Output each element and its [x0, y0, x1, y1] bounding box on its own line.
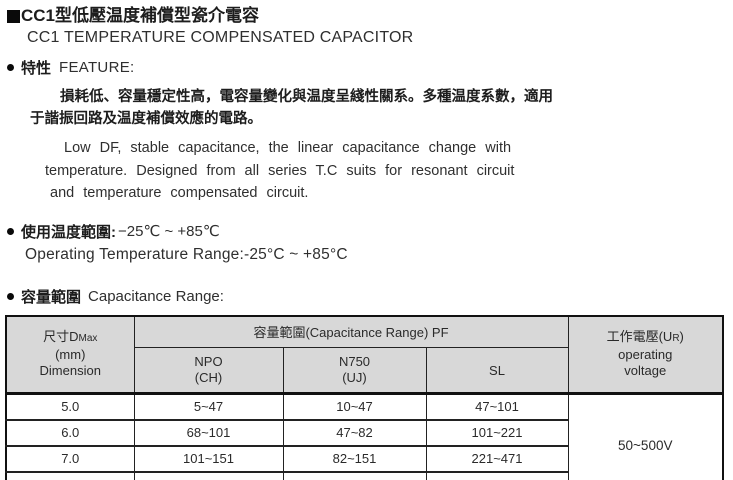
capacitance-heading-en: Capacitance Range: [88, 287, 224, 305]
table-row: 8.0 ------ 151~221 ------ [5, 470, 723, 480]
col-header-npo: NPO (CH) [133, 347, 284, 395]
cell-n750: 82~151 [282, 444, 427, 472]
title-block: CC1型低壓温度補償型瓷介電容 CC1 TEMPERATURE COMPENSA… [0, 0, 733, 48]
cell-npo: 5~47 [133, 392, 284, 420]
feature-heading: 特性 FEATURE: [7, 57, 733, 78]
capacitance-heading-zh: 容量範圍 [21, 288, 82, 306]
cell-npo: ------ [133, 470, 284, 480]
voltage-header-en2: voltage [624, 363, 667, 379]
page-title-en: CC1 TEMPERATURE COMPENSATED CAPACITOR [27, 29, 414, 46]
col-header-sl: SL [425, 347, 569, 395]
col-header-n750: N750 (UJ) [282, 347, 427, 395]
cell-dimension: 6.0 [5, 418, 135, 446]
voltage-header-en1: operating [618, 347, 673, 363]
cell-dimension: 5.0 [5, 392, 135, 420]
cell-sl: 101~221 [425, 418, 569, 446]
col-header-capacitance-range: 容量範圍(Capacitance Range) PF [133, 315, 569, 348]
cell-dimension: 7.0 [5, 444, 135, 472]
feature-en-line3: and temperature compensated circuit. [50, 185, 309, 201]
feature-heading-en: FEATURE: [59, 59, 135, 76]
page-title-zh: CC1型低壓温度補償型瓷介電容 [7, 5, 733, 27]
capacitance-range-table: 尺寸DMax (mm) Dimension 容量範圍(Capacitance R… [5, 314, 724, 480]
table-row: 6.0 68~101 47~82 101~221 [5, 418, 723, 446]
cell-npo: 101~151 [133, 444, 284, 472]
bullet-dot-icon [7, 292, 14, 300]
feature-zh-line2: 于諧振回路及温度補償效應的電路。 [30, 111, 262, 127]
temperature-line-en: Operating Temperature Range:-25°C ~ +85°… [25, 245, 348, 263]
feature-paragraph-zh: 損耗低、容量穩定性高，電容量變化與温度呈綫性關系。多種温度系數，適用 于諧振回路… [0, 86, 733, 130]
npo-code: (CH) [194, 370, 223, 385]
feature-zh-line1: 損耗低、容量穩定性高，電容量變化與温度呈綫性關系。多種温度系數，適用 [60, 89, 553, 105]
cell-voltage: 50~500V [567, 392, 724, 480]
npo-label: NPO [194, 354, 223, 369]
n750-code: (UJ) [342, 370, 367, 385]
temperature-value-zh: −25℃ ~ +85℃ [118, 223, 220, 240]
page-title-zh-text: CC1型低壓温度補償型瓷介電容 [21, 6, 260, 25]
cell-npo: 68~101 [133, 418, 284, 446]
temperature-label-zh: 使用温度範圍: [21, 223, 116, 241]
feature-heading-zh: 特性 [21, 60, 52, 77]
bullet-dot-icon [7, 227, 14, 235]
cell-n750: 47~82 [282, 418, 427, 446]
temperature-section: 使用温度範圍: −25℃ ~ +85℃ Operating Temperatur… [0, 221, 733, 264]
cell-dimension: 8.0 [5, 470, 135, 480]
col-header-dimension: 尺寸DMax (mm) Dimension [5, 315, 135, 395]
feature-en-line1: Low DF, stable capacitance, the linear c… [64, 140, 512, 156]
bullet-dot-icon [7, 64, 14, 71]
voltage-header-line1: 工作電壓(UR) [606, 329, 684, 345]
n750-label: N750 [338, 354, 371, 369]
cell-n750: 151~221 [282, 470, 427, 480]
col-header-voltage: 工作電壓(UR) operating voltage [567, 315, 724, 395]
cell-sl: ------ [425, 470, 569, 480]
temperature-heading: 使用温度範圍: −25℃ ~ +85℃ [7, 221, 733, 242]
dimension-header-line1: 尺寸DMax [43, 329, 98, 345]
table-row: 5.0 5~47 10~47 47~101 50~500V [5, 392, 724, 480]
feature-paragraph-en: Low DF, stable capacitance, the linear c… [0, 137, 733, 205]
cell-n750: 10~47 [282, 392, 427, 420]
dimension-header-en: Dimension [39, 363, 101, 379]
table-row: 7.0 101~151 82~151 221~471 [5, 444, 723, 472]
cell-sl: 47~101 [425, 392, 569, 420]
cell-sl: 221~471 [425, 444, 569, 472]
black-square-bullet-icon [7, 9, 20, 23]
dmax-subscript: Max [78, 333, 98, 345]
capacitance-range-heading: 容量範圍 Capacitance Range: [7, 286, 733, 307]
ur-subscript: R [672, 333, 680, 345]
feature-en-line2: temperature. Designed from all series T.… [45, 162, 515, 179]
dimension-header-unit: (mm) [55, 347, 86, 363]
